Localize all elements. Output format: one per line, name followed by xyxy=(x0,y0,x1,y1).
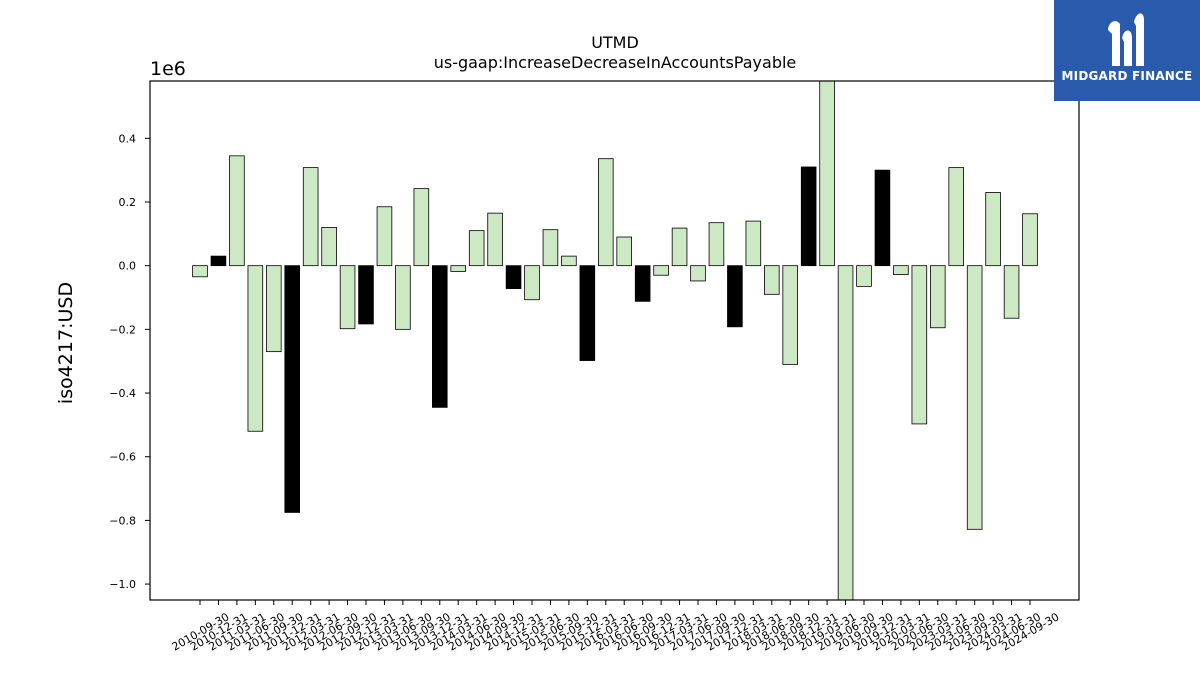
y-tick-label: 0.4 xyxy=(119,132,137,145)
bar-2018-06-30 xyxy=(764,265,780,295)
bar-2019-09-30 xyxy=(856,265,872,287)
bar-2014-06-30 xyxy=(468,230,485,267)
bar-2019-03-31 xyxy=(819,80,835,267)
midgard-logo-icon xyxy=(1108,13,1144,66)
bar-2014-03-31 xyxy=(450,265,466,272)
bar-2011-06-30 xyxy=(247,265,264,432)
y-axis-offset-label: 1e6 xyxy=(150,58,186,80)
logo-text: MIDGARD FINANCE xyxy=(1061,69,1193,83)
bar-2011-03-31 xyxy=(229,155,245,267)
chart-subtitle: us-gaap:IncreaseDecreaseInAccountsPayabl… xyxy=(434,53,797,72)
bar-2024-09-30 xyxy=(1022,213,1038,267)
bar-2016-06-30 xyxy=(616,236,633,267)
y-tick-label: −0.2 xyxy=(109,323,136,336)
bar-2015-12-31 xyxy=(579,265,596,361)
bar-2023-06-30 xyxy=(948,167,965,267)
bar-2017-06-30 xyxy=(690,265,706,282)
bar-2012-06-30 xyxy=(321,227,337,267)
bar-2016-12-31 xyxy=(653,265,669,276)
bar-2011-12-31 xyxy=(284,265,300,513)
y-axis-label: iso4217:USD xyxy=(55,282,77,404)
bar-2010-12-31 xyxy=(210,255,227,267)
bar-2024-03-31 xyxy=(985,192,1001,267)
y-tick-label: −1.0 xyxy=(109,578,136,591)
bar-2013-06-30 xyxy=(395,265,411,330)
bar-2019-06-30 xyxy=(837,265,854,601)
bar-2011-09-30 xyxy=(265,265,282,353)
y-tick-label: 0.0 xyxy=(119,260,137,273)
bar-2023-09-30 xyxy=(966,265,983,530)
bar-2014-12-31 xyxy=(505,265,522,290)
y-tick-label: −0.8 xyxy=(109,514,136,527)
chart-title: UTMD xyxy=(591,33,639,52)
bar-2017-09-30 xyxy=(708,222,725,267)
bar-2012-03-31 xyxy=(302,167,319,267)
y-axis-ticks: −1.0 −0.8 −0.6 −0.4 −0.2 0.0 0.2 0.4 xyxy=(109,132,150,591)
bar-2023-03-31 xyxy=(930,265,946,329)
bar-2013-09-30 xyxy=(413,188,430,267)
bar-2012-12-31 xyxy=(358,265,374,325)
y-tick-label: −0.4 xyxy=(109,387,136,400)
bar-2018-12-31 xyxy=(800,166,817,267)
bar-2015-06-30 xyxy=(542,229,559,267)
bar-2018-03-31 xyxy=(745,220,762,267)
midgard-finance-logo: MIDGARD FINANCE xyxy=(1054,0,1200,101)
bar-2019-12-31 xyxy=(874,169,891,267)
bar-2020-06-30 xyxy=(911,265,928,425)
bar-2013-12-31 xyxy=(431,265,448,408)
bar-2016-03-31 xyxy=(598,158,614,267)
x-axis-ticks: 2010-09-302010-12-312011-03-312011-06-30… xyxy=(170,600,1062,654)
bar-2020-03-31 xyxy=(893,265,909,275)
y-tick-label: 0.2 xyxy=(119,196,137,209)
bar-2014-09-30 xyxy=(487,212,503,267)
bar-2017-12-31 xyxy=(727,265,743,328)
bar-2012-09-30 xyxy=(339,265,356,330)
bar-2010-09-30 xyxy=(192,265,208,278)
bar-2016-09-30 xyxy=(634,265,651,302)
bar-2017-03-31 xyxy=(671,227,688,267)
bar-2013-03-31 xyxy=(376,206,393,267)
y-tick-label: −0.6 xyxy=(109,451,136,464)
bar-2018-09-30 xyxy=(782,265,799,365)
bars-group xyxy=(192,80,1038,601)
bar-2015-03-31 xyxy=(524,265,540,301)
plot-frame xyxy=(149,80,1080,601)
bar-2015-09-30 xyxy=(561,255,577,267)
bar-2024-06-30 xyxy=(1003,265,1020,319)
